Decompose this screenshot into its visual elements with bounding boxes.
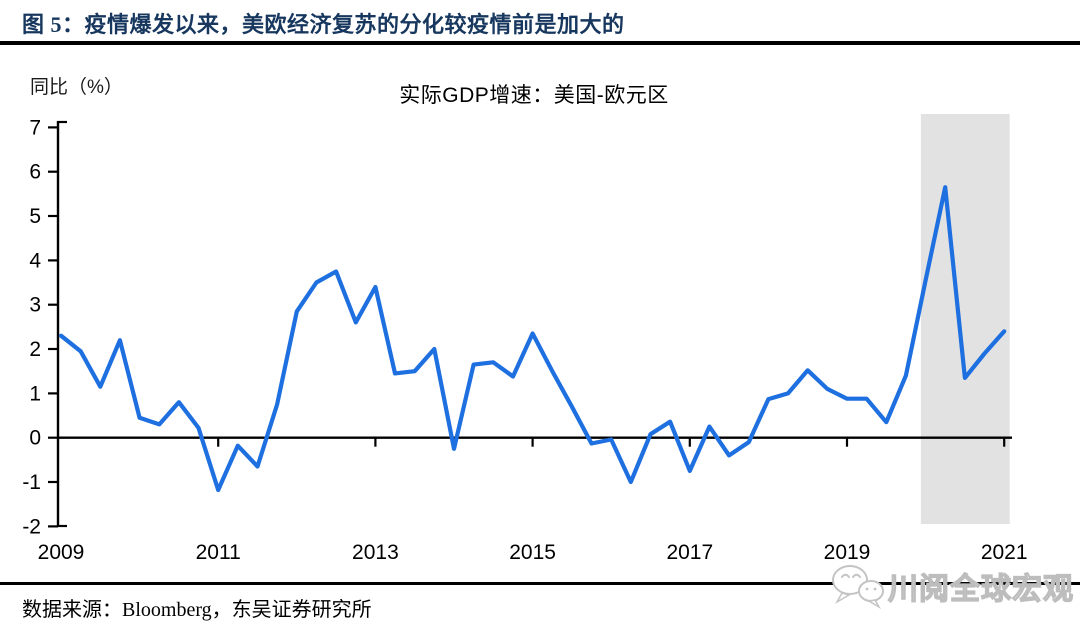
x-tick-label: 2017 [666, 541, 713, 564]
watermark-text: 川阅全球宏观 [887, 572, 1074, 606]
y-axis-unit-label: 同比（%） [30, 77, 123, 98]
x-tick-label: 2013 [352, 541, 399, 564]
x-tick-label: 2015 [509, 541, 556, 564]
wechat-icon [832, 565, 884, 609]
figure-title: 图 5：疫情爆发以来，美欧经济复苏的分化较疫情前是加大的 [22, 12, 625, 37]
y-tick-label: 1 [29, 382, 41, 405]
y-tick-label: -1 [22, 471, 41, 494]
y-tick-label: 7 [29, 116, 41, 139]
watermark: 川阅全球宏观 [828, 563, 1074, 609]
data-source-text: 数据来源：Bloomberg，东吴证券研究所 [22, 599, 372, 621]
y-tick-label: 6 [29, 161, 41, 184]
y-tick-label: 3 [29, 294, 41, 317]
title-divider-rule [0, 41, 1080, 45]
y-tick-label: 0 [29, 427, 41, 450]
x-tick-label: 2021 [981, 541, 1028, 564]
pandemic-shaded-region [920, 114, 1010, 524]
y-tick-label: 4 [29, 249, 41, 272]
y-tick-label: 5 [29, 205, 41, 228]
x-tick-label: 2011 [196, 541, 241, 564]
us-minus-eurozone-gdp-line [58, 185, 1007, 493]
y-tick-label: -2 [22, 515, 41, 538]
x-tick-label: 2019 [824, 541, 871, 564]
footer-divider-rule [0, 582, 1080, 585]
chart-title: 实际GDP增速：美国-欧元区 [399, 84, 669, 107]
x-tick-label: 2009 [38, 541, 85, 564]
y-tick-label: 2 [29, 338, 41, 361]
